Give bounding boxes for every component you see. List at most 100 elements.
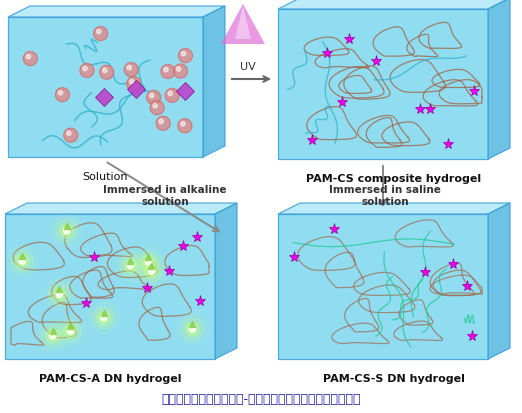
Polygon shape (278, 214, 488, 359)
Circle shape (64, 228, 69, 234)
Circle shape (164, 68, 168, 73)
Circle shape (127, 263, 134, 269)
Circle shape (161, 65, 175, 79)
Circle shape (19, 259, 25, 264)
Circle shape (133, 247, 164, 278)
Circle shape (147, 268, 156, 275)
Circle shape (93, 307, 115, 329)
Polygon shape (488, 0, 510, 159)
Polygon shape (215, 204, 237, 359)
Circle shape (55, 221, 78, 242)
Polygon shape (8, 18, 203, 158)
Circle shape (127, 78, 141, 91)
Circle shape (52, 288, 66, 301)
Circle shape (66, 327, 74, 335)
Circle shape (149, 94, 154, 98)
Circle shape (55, 291, 63, 299)
Polygon shape (5, 214, 215, 359)
Circle shape (100, 66, 114, 80)
Polygon shape (278, 0, 510, 10)
Polygon shape (235, 7, 251, 40)
Circle shape (150, 101, 164, 115)
Polygon shape (5, 204, 237, 214)
Circle shape (126, 262, 134, 270)
Circle shape (42, 325, 64, 347)
Circle shape (63, 227, 70, 235)
Circle shape (83, 67, 87, 71)
Circle shape (179, 50, 193, 64)
Circle shape (168, 92, 172, 97)
Circle shape (51, 215, 82, 247)
Polygon shape (278, 204, 510, 214)
Circle shape (173, 65, 187, 79)
Text: 将复合水凝胶转变为物理-化学交联双网络水凝胶的转变机制: 将复合水凝胶转变为物理-化学交联双网络水凝胶的转变机制 (161, 392, 361, 405)
Circle shape (97, 30, 101, 35)
Text: PAM-CS-A DN hydrogel: PAM-CS-A DN hydrogel (39, 373, 181, 383)
Circle shape (26, 55, 31, 60)
Circle shape (141, 256, 156, 270)
Circle shape (124, 64, 138, 77)
Circle shape (153, 104, 158, 109)
Circle shape (159, 120, 163, 124)
Circle shape (145, 265, 159, 278)
Polygon shape (203, 7, 225, 158)
Polygon shape (488, 204, 510, 359)
Circle shape (60, 320, 81, 342)
Circle shape (100, 314, 108, 322)
Circle shape (181, 52, 186, 57)
Text: PAM-CS-S DN hydrogel: PAM-CS-S DN hydrogel (323, 373, 465, 383)
Circle shape (181, 122, 185, 127)
Circle shape (11, 251, 33, 273)
Text: UV: UV (240, 62, 256, 72)
Circle shape (165, 89, 179, 103)
Circle shape (66, 132, 71, 136)
Circle shape (129, 80, 134, 85)
Circle shape (18, 257, 26, 266)
Polygon shape (278, 10, 488, 159)
Circle shape (189, 326, 195, 332)
Circle shape (37, 320, 68, 352)
Circle shape (49, 284, 70, 306)
Text: Solution: Solution (82, 171, 128, 182)
Circle shape (181, 318, 204, 340)
Polygon shape (8, 7, 225, 18)
Circle shape (188, 325, 196, 333)
Circle shape (147, 91, 161, 105)
Circle shape (185, 322, 199, 336)
Circle shape (127, 66, 132, 71)
Text: PAM-CS composite hydrogel: PAM-CS composite hydrogel (306, 173, 482, 183)
Circle shape (120, 255, 141, 277)
Circle shape (15, 254, 29, 268)
Circle shape (80, 64, 94, 78)
Circle shape (55, 88, 69, 102)
Circle shape (97, 311, 111, 325)
Circle shape (137, 252, 159, 273)
Circle shape (60, 224, 74, 238)
Circle shape (6, 245, 38, 278)
Circle shape (148, 268, 155, 275)
Circle shape (114, 250, 146, 282)
Text: Immersed in saline
solution: Immersed in saline solution (329, 185, 441, 206)
Circle shape (103, 69, 107, 74)
Circle shape (93, 27, 108, 41)
Circle shape (156, 117, 170, 131)
Text: Immersed in alkaline
solution: Immersed in alkaline solution (103, 185, 227, 206)
Circle shape (123, 259, 137, 273)
Circle shape (135, 256, 168, 287)
Circle shape (56, 292, 62, 298)
Circle shape (50, 333, 56, 339)
Circle shape (88, 302, 120, 334)
Circle shape (101, 315, 107, 321)
Circle shape (64, 129, 78, 143)
Circle shape (146, 259, 151, 266)
Circle shape (49, 332, 56, 340)
Circle shape (176, 313, 208, 345)
Circle shape (67, 328, 73, 334)
Circle shape (45, 329, 60, 343)
Circle shape (140, 261, 162, 282)
Circle shape (178, 119, 192, 133)
Circle shape (145, 259, 152, 266)
Circle shape (63, 324, 77, 338)
Polygon shape (221, 5, 265, 45)
Circle shape (58, 91, 63, 96)
